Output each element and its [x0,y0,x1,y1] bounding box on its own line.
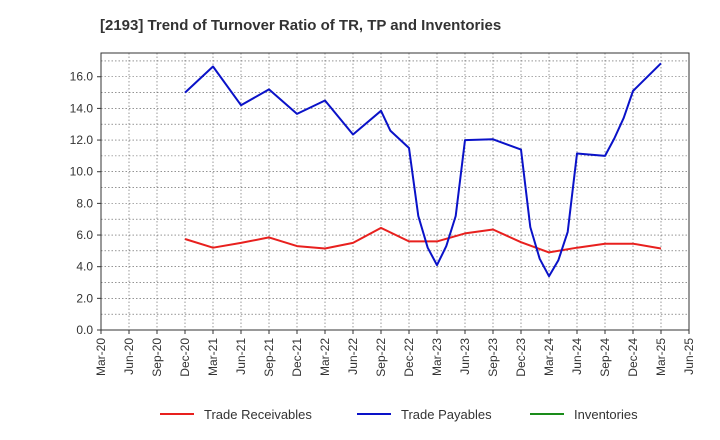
x-tick-label: Sep-20 [150,338,164,377]
x-tick-label: Dec-20 [178,338,192,377]
series-line-trade-payables [184,62,662,278]
legend-label: Trade Payables [401,407,492,422]
legend-label: Inventories [574,407,638,422]
y-tick-label: 12.0 [70,133,94,147]
x-tick-label: Dec-22 [402,338,416,377]
series-line-trade-receivables [184,226,662,254]
y-tick-label: 16.0 [70,70,94,84]
x-tick-label: Jun-21 [234,338,248,375]
x-tick-label: Mar-22 [318,338,332,376]
x-tick-label: Dec-21 [290,338,304,377]
series-lines [184,62,662,278]
y-tick-label: 4.0 [76,260,93,274]
x-tick-label: Mar-23 [430,338,444,376]
y-axis-ticks: 0.0 2.0 4.0 6.0 8.0 10.0 12.0 14.0 16.0 [70,70,101,337]
x-tick-label: Sep-24 [598,338,612,377]
x-tick-label: Mar-24 [542,338,556,376]
y-tick-label: 6.0 [76,228,93,242]
grid [101,53,689,330]
y-tick-label: 10.0 [70,165,94,179]
x-tick-label: Jun-24 [570,338,584,375]
x-tick-label: Jun-22 [346,338,360,375]
y-tick-label: 8.0 [76,196,93,210]
y-tick-label: 0.0 [76,323,93,337]
x-tick-label: Jun-23 [458,338,472,375]
x-tick-label: Mar-21 [206,338,220,376]
x-tick-label: Mar-25 [654,338,668,376]
x-tick-label: Dec-23 [514,338,528,377]
x-tick-label: Sep-22 [374,338,388,377]
x-axis-ticks: Mar-20 Jun-20 Sep-20 Dec-20 Mar-21 Jun-21 Sep-… [94,330,696,377]
x-tick-label: Mar-20 [94,338,108,376]
x-tick-label: Dec-24 [626,338,640,377]
plot-frame [100,52,690,331]
x-tick-label: Jun-25 [682,338,696,375]
y-tick-label: 14.0 [70,101,94,115]
legend-label: Trade Receivables [204,407,312,422]
chart-title: [2193] Trend of Turnover Ratio of TR, TP… [100,17,501,34]
x-tick-label: Sep-21 [262,338,276,377]
y-tick-label: 2.0 [76,291,93,305]
x-tick-label: Jun-20 [122,338,136,375]
x-tick-label: Sep-23 [486,338,500,377]
legend: Trade Receivables Trade Payables Inventori… [160,407,638,422]
